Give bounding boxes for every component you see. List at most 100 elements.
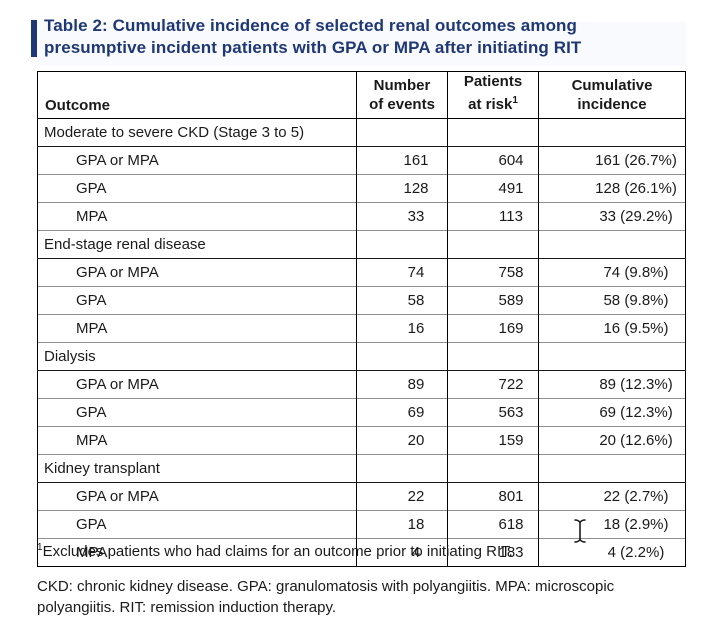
header-risk-line1: Patients xyxy=(463,73,523,90)
incidence-value: 161 (26.7%) xyxy=(538,146,686,175)
section-label: End-stage renal disease xyxy=(37,230,357,259)
abbreviations-line1: CKD: chronic kidney disease. GPA: granul… xyxy=(37,578,615,595)
row-label: GPA xyxy=(37,398,357,427)
table-row: GPA or MPA 89 722 89 (12.3%) xyxy=(37,370,686,399)
table-header-row: Outcome Number of events Patients at ris… xyxy=(37,71,686,119)
header-cumulative-line2: incidence xyxy=(577,96,647,113)
events-value: 22 xyxy=(356,482,448,511)
table-row: MPA 20 159 20 (12.6%) xyxy=(37,426,686,455)
incidence-value: 20 (12.6%) xyxy=(538,426,686,455)
incidence-value: 58 (9.8%) xyxy=(538,286,686,315)
abbreviations-line2: polyangiitis. RIT: remission induction t… xyxy=(37,599,337,616)
section-label: Moderate to severe CKD (Stage 3 to 5) xyxy=(37,118,357,147)
events-value: 58 xyxy=(356,286,448,315)
incidence-value: 128 (26.1%) xyxy=(538,174,686,203)
events-value: 89 xyxy=(356,370,448,399)
empty-cell xyxy=(447,118,539,147)
events-value: 20 xyxy=(356,426,448,455)
row-label: GPA or MPA xyxy=(37,482,357,511)
table-row: GPA 128 491 128 (26.1%) xyxy=(37,174,686,203)
table-row: GPA or MPA 74 758 74 (9.8%) xyxy=(37,258,686,287)
row-label: GPA or MPA xyxy=(37,258,357,287)
risk-value: 722 xyxy=(447,370,539,399)
table-row: GPA or MPA 161 604 161 (26.7%) xyxy=(37,146,686,175)
empty-cell xyxy=(356,342,448,371)
title-accent-bar xyxy=(31,20,37,57)
empty-cell xyxy=(538,454,686,483)
empty-cell xyxy=(538,230,686,259)
text-cursor-icon xyxy=(572,518,588,544)
row-label: MPA xyxy=(37,202,357,231)
row-label: MPA xyxy=(37,314,357,343)
header-risk-superscript: 1 xyxy=(512,95,518,106)
outcomes-table: Outcome Number of events Patients at ris… xyxy=(37,71,686,567)
events-value: 18 xyxy=(356,510,448,539)
row-label: GPA or MPA xyxy=(37,370,357,399)
table-title-line1: Table 2: Cumulative incidence of selecte… xyxy=(44,16,578,35)
footnote-text: Excludes patients who had claims for an … xyxy=(42,543,513,560)
footnote-superscript: 1 xyxy=(37,542,43,553)
header-events-line1: Number xyxy=(373,77,431,94)
incidence-value: 89 (12.3%) xyxy=(538,370,686,399)
risk-value: 801 xyxy=(447,482,539,511)
risk-value: 563 xyxy=(447,398,539,427)
risk-value: 169 xyxy=(447,314,539,343)
row-label: MPA xyxy=(37,538,357,567)
table-title-line2: presumptive incident patients with GPA o… xyxy=(44,38,582,57)
title-highlight-background xyxy=(37,22,686,66)
section-label: Dialysis xyxy=(37,342,357,371)
table-row: MPA 4 183 4 (2.2%) xyxy=(37,538,686,567)
table-row: GPA or MPA 22 801 22 (2.7%) xyxy=(37,482,686,511)
row-label: MPA xyxy=(37,426,357,455)
events-value: 128 xyxy=(356,174,448,203)
header-cumulative-line1: Cumulative xyxy=(571,77,653,94)
risk-value: 113 xyxy=(447,202,539,231)
column-header-number-of-events: Number of events xyxy=(356,71,448,119)
empty-cell xyxy=(447,230,539,259)
section-row-moderate-ckd: Moderate to severe CKD (Stage 3 to 5) xyxy=(37,118,686,147)
risk-value: 618 xyxy=(447,510,539,539)
abbreviations-paragraph: CKD: chronic kidney disease. GPA: granul… xyxy=(37,576,614,618)
row-label: GPA xyxy=(37,174,357,203)
risk-value: 604 xyxy=(447,146,539,175)
header-risk-line2: at risk1 xyxy=(449,91,538,114)
table-row: GPA 58 589 58 (9.8%) xyxy=(37,286,686,315)
column-header-outcome: Outcome xyxy=(37,71,357,119)
events-value: 4 xyxy=(356,538,448,567)
header-risk-text: at risk xyxy=(468,96,513,113)
empty-cell xyxy=(356,454,448,483)
events-value: 161 xyxy=(356,146,448,175)
incidence-value: 22 (2.7%) xyxy=(538,482,686,511)
events-value: 16 xyxy=(356,314,448,343)
incidence-value: 16 (9.5%) xyxy=(538,314,686,343)
section-row-dialysis: Dialysis xyxy=(37,342,686,371)
incidence-value: 33 (29.2%) xyxy=(538,202,686,231)
incidence-value: 4 (2.2%) xyxy=(538,538,686,567)
table-row: GPA 69 563 69 (12.3%) xyxy=(37,398,686,427)
incidence-value: 74 (9.8%) xyxy=(538,258,686,287)
table-row: GPA 18 618 18 (2.9%) xyxy=(37,510,686,539)
table-title: Table 2: Cumulative incidence of selecte… xyxy=(44,15,684,59)
empty-cell xyxy=(356,118,448,147)
empty-cell xyxy=(538,342,686,371)
section-row-esrd: End-stage renal disease xyxy=(37,230,686,259)
row-label: GPA xyxy=(37,510,357,539)
events-value: 69 xyxy=(356,398,448,427)
incidence-value: 69 (12.3%) xyxy=(538,398,686,427)
header-events-line2: of events xyxy=(369,96,435,113)
risk-value: 758 xyxy=(447,258,539,287)
empty-cell xyxy=(447,454,539,483)
column-header-cumulative-incidence: Cumulative incidence xyxy=(538,71,686,119)
risk-value: 159 xyxy=(447,426,539,455)
events-value: 33 xyxy=(356,202,448,231)
table-row: MPA 33 113 33 (29.2%) xyxy=(37,202,686,231)
empty-cell xyxy=(538,118,686,147)
table-row: MPA 16 169 16 (9.5%) xyxy=(37,314,686,343)
section-row-kidney-transplant: Kidney transplant xyxy=(37,454,686,483)
empty-cell xyxy=(356,230,448,259)
risk-value: 491 xyxy=(447,174,539,203)
incidence-value: 18 (2.9%) xyxy=(538,510,686,539)
row-label: GPA xyxy=(37,286,357,315)
section-label: Kidney transplant xyxy=(37,454,357,483)
events-value: 74 xyxy=(356,258,448,287)
